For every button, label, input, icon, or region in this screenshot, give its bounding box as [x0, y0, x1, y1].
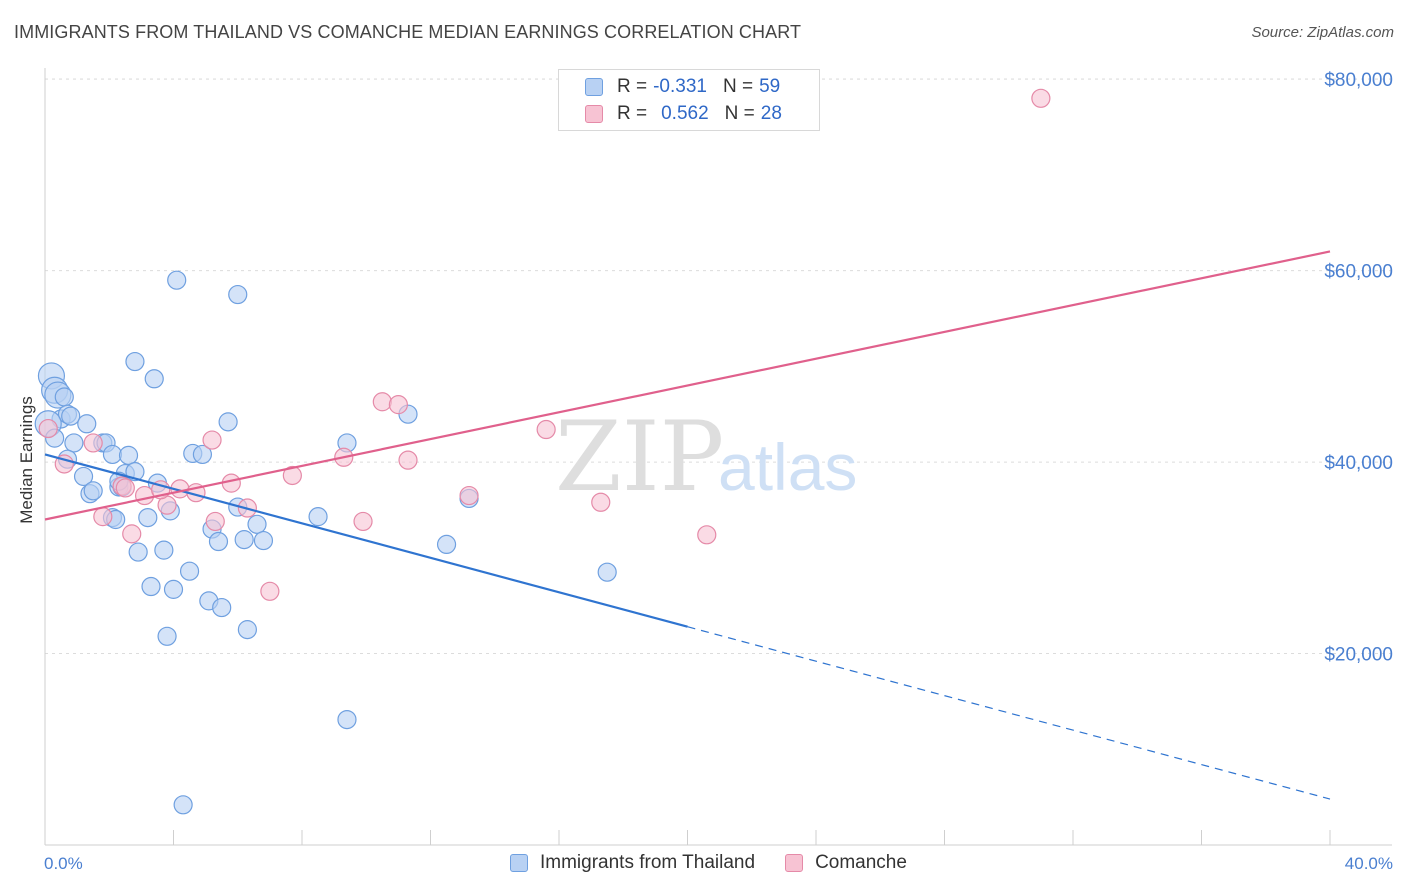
y-axis-label: Median Earnings: [17, 396, 36, 524]
point-thailand: [138, 507, 158, 528]
point-comanche: [1031, 88, 1051, 108]
point-comanche: [260, 581, 280, 601]
trend-line-thailand: [44, 453, 688, 628]
point-comanche: [134, 485, 155, 506]
point-thailand: [212, 597, 232, 618]
point-comanche: [372, 392, 392, 412]
point-comanche: [122, 524, 142, 544]
point-thailand: [218, 412, 238, 432]
legend-r-label: R =: [617, 103, 648, 124]
point-thailand: [61, 406, 81, 426]
legend-n-value-comanche: 28: [760, 103, 782, 124]
legend: R = -0.331 N = 59 R = 0.562 N = 28: [558, 69, 820, 131]
trend-lines: [44, 250, 1331, 800]
y-tick-label: $80,000: [1324, 70, 1393, 91]
series-legend-thailand: Immigrants from Thailand: [510, 852, 755, 874]
point-thailand: [179, 561, 200, 581]
point-thailand: [118, 445, 139, 465]
point-thailand: [308, 507, 328, 527]
legend-r-label: R =: [617, 76, 648, 97]
point-comanche: [536, 419, 556, 440]
point-thailand: [436, 534, 457, 555]
point-thailand: [234, 530, 254, 550]
point-thailand: [247, 514, 267, 534]
point-thailand: [83, 481, 103, 501]
grid-lines: [45, 78, 1392, 655]
point-comanche: [697, 525, 717, 545]
legend-row-thailand: R = -0.331 N = 59: [585, 75, 780, 99]
watermark-zip: ZIP: [555, 401, 724, 513]
y-tick-label: $40,000: [1324, 453, 1393, 474]
point-comanche: [115, 478, 135, 498]
point-thailand: [167, 270, 187, 290]
legend-n-value-thailand: 59: [759, 76, 781, 97]
y-tick-label: $60,000: [1324, 262, 1393, 283]
trend-line-comanche: [44, 250, 1331, 521]
point-thailand: [157, 626, 177, 646]
point-comanche: [591, 492, 611, 512]
legend-n-label: N =: [722, 76, 754, 97]
point-comanche: [353, 511, 373, 532]
point-comanche: [205, 511, 225, 532]
point-thailand: [154, 540, 174, 560]
legend-swatch-thailand: [585, 78, 603, 96]
point-thailand: [597, 562, 617, 582]
legend-r-value-thailand: -0.331: [653, 76, 707, 97]
point-thailand: [163, 579, 184, 599]
point-comanche: [221, 473, 241, 493]
x-tick-label-min: 0.0%: [44, 854, 83, 873]
legend-swatch-comanche: [585, 105, 603, 123]
point-thailand: [77, 414, 97, 434]
point-thailand: [144, 369, 164, 389]
point-comanche: [388, 395, 408, 415]
axes: $20,000 $40,000 $60,000 $80,000 0.0% 40.0%: [44, 68, 1393, 873]
series-name-thailand: Immigrants from Thailand: [540, 852, 756, 873]
point-thailand: [228, 284, 248, 305]
point-thailand: [54, 387, 74, 407]
series-swatch-thailand: [510, 854, 528, 872]
series-legend-comanche: Comanche: [785, 852, 907, 874]
point-thailand: [208, 531, 229, 552]
point-thailand: [64, 433, 84, 453]
legend-n-label: N =: [724, 103, 755, 124]
series-name-comanche: Comanche: [815, 852, 907, 873]
point-comanche: [93, 507, 113, 527]
series-legend: Immigrants from Thailand Comanche: [510, 852, 937, 874]
watermark-atlas: atlas: [718, 430, 857, 504]
point-thailand: [173, 795, 193, 815]
point-comanche: [38, 418, 58, 439]
source-credit: Source: ZipAtlas.com: [1251, 24, 1394, 41]
point-thailand: [237, 620, 257, 640]
point-thailand: [141, 576, 161, 597]
point-comanche: [398, 450, 418, 470]
point-thailand: [128, 542, 148, 562]
legend-r-value-comanche: 0.562: [661, 103, 709, 124]
point-thailand: [192, 444, 213, 465]
y-tick-label: $20,000: [1324, 645, 1393, 666]
point-thailand: [73, 466, 94, 487]
trend-line-thailand-extension: [687, 626, 1331, 800]
watermark: ZIP atlas: [555, 401, 857, 513]
data-points: [34, 88, 1051, 815]
point-thailand: [125, 351, 145, 372]
point-comanche: [459, 485, 479, 506]
x-tick-label-max: 40.0%: [1345, 854, 1393, 873]
point-comanche: [83, 433, 103, 453]
point-thailand: [337, 709, 357, 730]
chart-title: IMMIGRANTS FROM THAILAND VS COMANCHE MED…: [14, 22, 802, 42]
series-swatch-comanche: [785, 854, 804, 872]
point-comanche: [202, 430, 222, 450]
point-thailand: [102, 444, 123, 465]
legend-row-comanche: R = 0.562 N = 28: [585, 102, 782, 126]
point-thailand: [125, 462, 145, 482]
point-thailand: [253, 530, 274, 551]
point-comanche: [282, 465, 302, 486]
